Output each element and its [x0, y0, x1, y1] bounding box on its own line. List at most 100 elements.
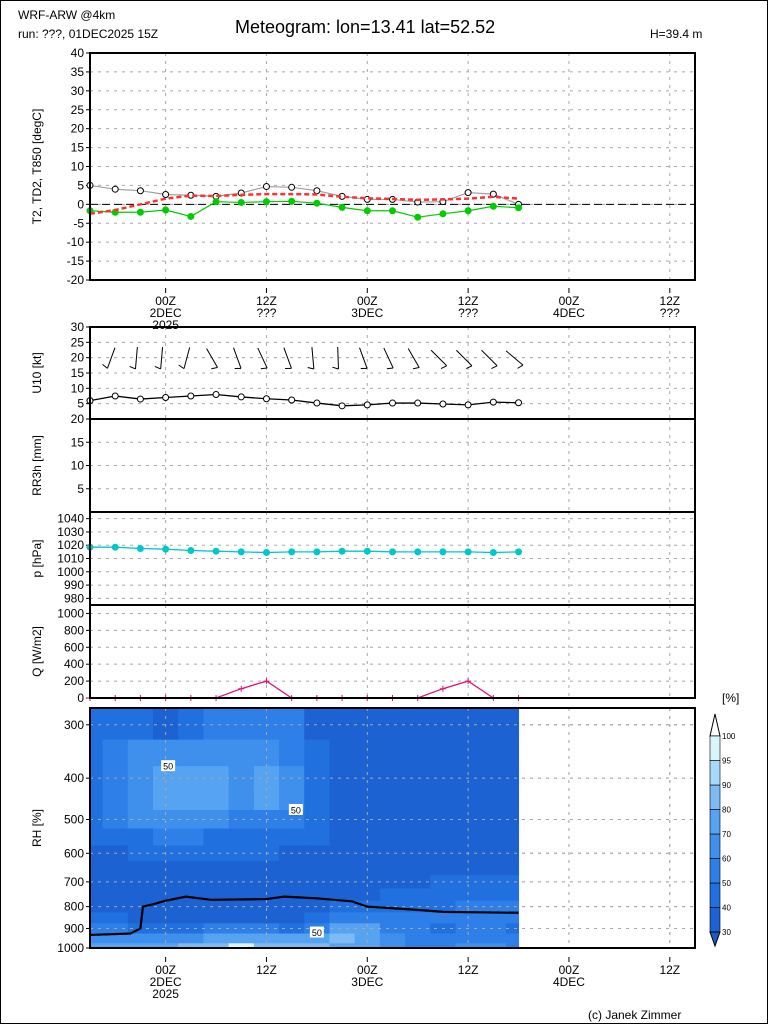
- rh-cell: [102, 943, 129, 949]
- rh-cell: [379, 943, 406, 949]
- rh-cell: [127, 933, 154, 944]
- u10-point: [111, 392, 119, 400]
- colorbar-box: [709, 809, 721, 835]
- rh-cell: [505, 809, 520, 830]
- colorbar-box: [709, 735, 721, 761]
- wind-barb: [154, 346, 164, 370]
- rh-cell: [203, 809, 230, 830]
- rh-cell: [228, 845, 255, 862]
- rh-cell: [203, 943, 230, 949]
- rh-cell: [228, 900, 255, 913]
- rh-cell: [203, 923, 230, 935]
- y-axis-title: Q [W/m2]: [30, 626, 44, 677]
- rh-cell: [329, 933, 356, 944]
- td2-point: [464, 207, 472, 215]
- colorbar-label: 60: [722, 855, 731, 864]
- pressure-point: [363, 547, 371, 555]
- colorbar-label: 50: [722, 879, 731, 888]
- wind-barb: [178, 347, 191, 370]
- contour-label-bg: [309, 926, 324, 938]
- rh-cell: [153, 766, 179, 790]
- u10-point: [313, 399, 321, 407]
- rh-cell: [203, 900, 230, 913]
- rh-cell: [329, 875, 356, 889]
- rh-cell: [405, 912, 431, 924]
- rh-cell: [354, 789, 381, 811]
- rh-cell: [405, 845, 431, 862]
- td2-point: [439, 210, 447, 218]
- station-height: H=39.4 m: [650, 27, 702, 41]
- rh-cell: [102, 828, 129, 846]
- y-tick-label: 300: [64, 718, 84, 732]
- rh-cell: [304, 708, 330, 741]
- rh-cell: [405, 875, 431, 889]
- temp-panel-frame: [89, 52, 696, 281]
- rh-cell: [178, 828, 204, 846]
- rh-cell: [203, 860, 230, 876]
- wind-barb: [481, 349, 498, 370]
- u10-point: [187, 392, 195, 400]
- wind-barb-staff: [134, 346, 138, 370]
- y-tick-label: 20: [71, 412, 85, 426]
- y-tick-label: 10: [71, 459, 85, 473]
- x-tick-label: 3DEC: [351, 306, 383, 320]
- rh-cell: [505, 900, 520, 913]
- rh-cell: [178, 739, 204, 767]
- series-td2-line: [89, 200, 519, 218]
- rh-cell: [505, 943, 520, 949]
- rh-cell: [203, 789, 230, 811]
- wind-barb: [257, 347, 268, 370]
- rh-cell: [279, 708, 305, 741]
- rh-cell: [379, 789, 406, 811]
- rh-cell: [505, 739, 520, 767]
- wind-barb: [407, 348, 420, 370]
- x-tick-label: ???: [256, 306, 276, 320]
- rh-cell: [480, 739, 507, 767]
- y-axis-title: T2, TD2, T850 [degC]: [30, 109, 44, 225]
- rh-cell: [455, 933, 482, 944]
- td2-point: [389, 207, 396, 215]
- rh-cell: [127, 708, 154, 741]
- wind-barb-flag: [129, 365, 136, 370]
- rh-cell: [329, 860, 356, 876]
- colorbar-box: [709, 907, 721, 933]
- rh-cell: [455, 789, 482, 811]
- rh-cell: [304, 789, 330, 811]
- rh-cell: [304, 900, 330, 913]
- rh-cell: [203, 912, 230, 924]
- y-tick-label: 5: [77, 482, 84, 496]
- rh-cell: [178, 943, 204, 949]
- u10-point: [338, 402, 346, 410]
- y-tick-label: 10: [71, 381, 85, 395]
- pressure-line: [90, 546, 519, 554]
- wind-barb-staff: [233, 347, 242, 369]
- rh-cell: [480, 845, 507, 862]
- rh-cell: [354, 933, 381, 944]
- rh-cell: [405, 809, 431, 830]
- y-tick-label: 0: [77, 197, 84, 211]
- u10-point: [439, 400, 447, 408]
- pressure-point: [439, 548, 447, 556]
- rh-cell: [354, 923, 381, 935]
- rh-cell: [178, 912, 204, 924]
- td2-point: [489, 202, 497, 210]
- td2-point: [338, 203, 346, 211]
- rh-cell: [203, 845, 230, 862]
- rh-cell: [329, 739, 356, 767]
- rh-cell: [304, 933, 330, 944]
- wind-barb-staff: [430, 349, 448, 367]
- pressure-point: [262, 549, 270, 557]
- colorbar-label: 40: [722, 904, 731, 913]
- x-tick-label: 12Z: [659, 294, 680, 308]
- y-tick-label: 30: [71, 320, 85, 334]
- rh-cell: [430, 943, 457, 949]
- rh-cell: [405, 923, 431, 935]
- colorbar-label: 90: [722, 781, 731, 790]
- rh-cell: [379, 845, 406, 862]
- x-tick-label: 00Z: [559, 294, 580, 308]
- wind-barb: [233, 347, 242, 370]
- y-tick-label: 25: [71, 335, 85, 349]
- wind-barb-staff: [337, 346, 339, 370]
- rh-cell: [379, 888, 406, 902]
- wind-barb: [129, 346, 138, 370]
